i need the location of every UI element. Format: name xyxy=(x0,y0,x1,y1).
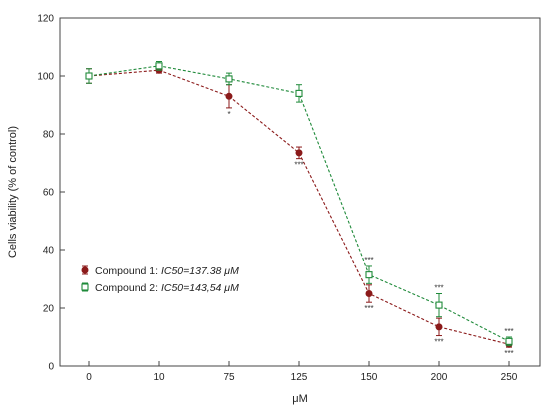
significance-label: *** xyxy=(434,338,443,347)
legend-marker xyxy=(81,266,89,274)
data-point xyxy=(155,62,163,70)
x-tick-label: 125 xyxy=(291,372,308,383)
y-tick-label: 60 xyxy=(43,188,55,199)
series-2: *** *** *** xyxy=(85,61,514,347)
series-layer: ********************** xyxy=(85,61,514,358)
x-axis: 0 10 75 125 150 200 250 xyxy=(86,361,518,383)
data-point xyxy=(295,89,303,97)
legend-ic50: IC50=143,54 μM xyxy=(161,282,239,294)
plot-frame xyxy=(59,17,541,367)
data-point xyxy=(505,337,513,345)
series-line xyxy=(88,69,510,345)
legend-label: Compound 1: IC50=137.38 μM xyxy=(95,265,239,277)
x-tick-label: 75 xyxy=(223,372,235,383)
legend-ic50: IC50=137.38 μM xyxy=(161,265,239,277)
significance-label: *** xyxy=(504,327,513,336)
series-line xyxy=(88,65,510,342)
significance-label: *** xyxy=(504,349,513,358)
x-tick-label: 250 xyxy=(501,372,518,383)
y-tick-label: 100 xyxy=(37,72,54,83)
x-tick-label: 150 xyxy=(361,372,378,383)
data-point xyxy=(365,271,373,279)
legend-label: Compound 2: IC50=143,54 μM xyxy=(95,282,239,294)
x-tick-label: 0 xyxy=(86,372,92,383)
legend-series-name: Compound 2: xyxy=(95,282,161,294)
significance-label: *** xyxy=(364,304,373,313)
data-point xyxy=(435,301,443,309)
x-axis-label: μM xyxy=(292,393,308,405)
data-point xyxy=(225,92,233,100)
significance-label: * xyxy=(227,110,230,119)
y-axis: 0 20 40 60 80 100 120 xyxy=(37,14,65,373)
y-tick-label: 120 xyxy=(37,14,54,25)
legend-series-name: Compound 1: xyxy=(95,265,161,277)
y-tick-label: 0 xyxy=(48,362,54,373)
y-tick-label: 80 xyxy=(43,130,55,141)
data-point xyxy=(365,290,373,297)
data-point xyxy=(295,149,303,157)
data-point xyxy=(435,323,443,331)
significance-label: *** xyxy=(434,284,443,293)
x-tick-label: 10 xyxy=(153,372,165,383)
data-point xyxy=(225,75,233,83)
x-tick-label: 200 xyxy=(431,372,448,383)
significance-label: *** xyxy=(294,161,303,170)
legend-item-1: Compound 1: IC50=137.38 μM xyxy=(81,265,239,277)
legend-marker xyxy=(81,283,89,291)
significance-label: *** xyxy=(364,256,373,265)
y-tick-label: 20 xyxy=(43,304,55,315)
data-point xyxy=(85,72,93,80)
series-1: ************* xyxy=(85,66,514,358)
legend-item-2: Compound 2: IC50=143,54 μM xyxy=(81,282,239,294)
y-tick-label: 40 xyxy=(43,246,55,257)
y-axis-label: Cells viability (% of control) xyxy=(7,126,19,258)
